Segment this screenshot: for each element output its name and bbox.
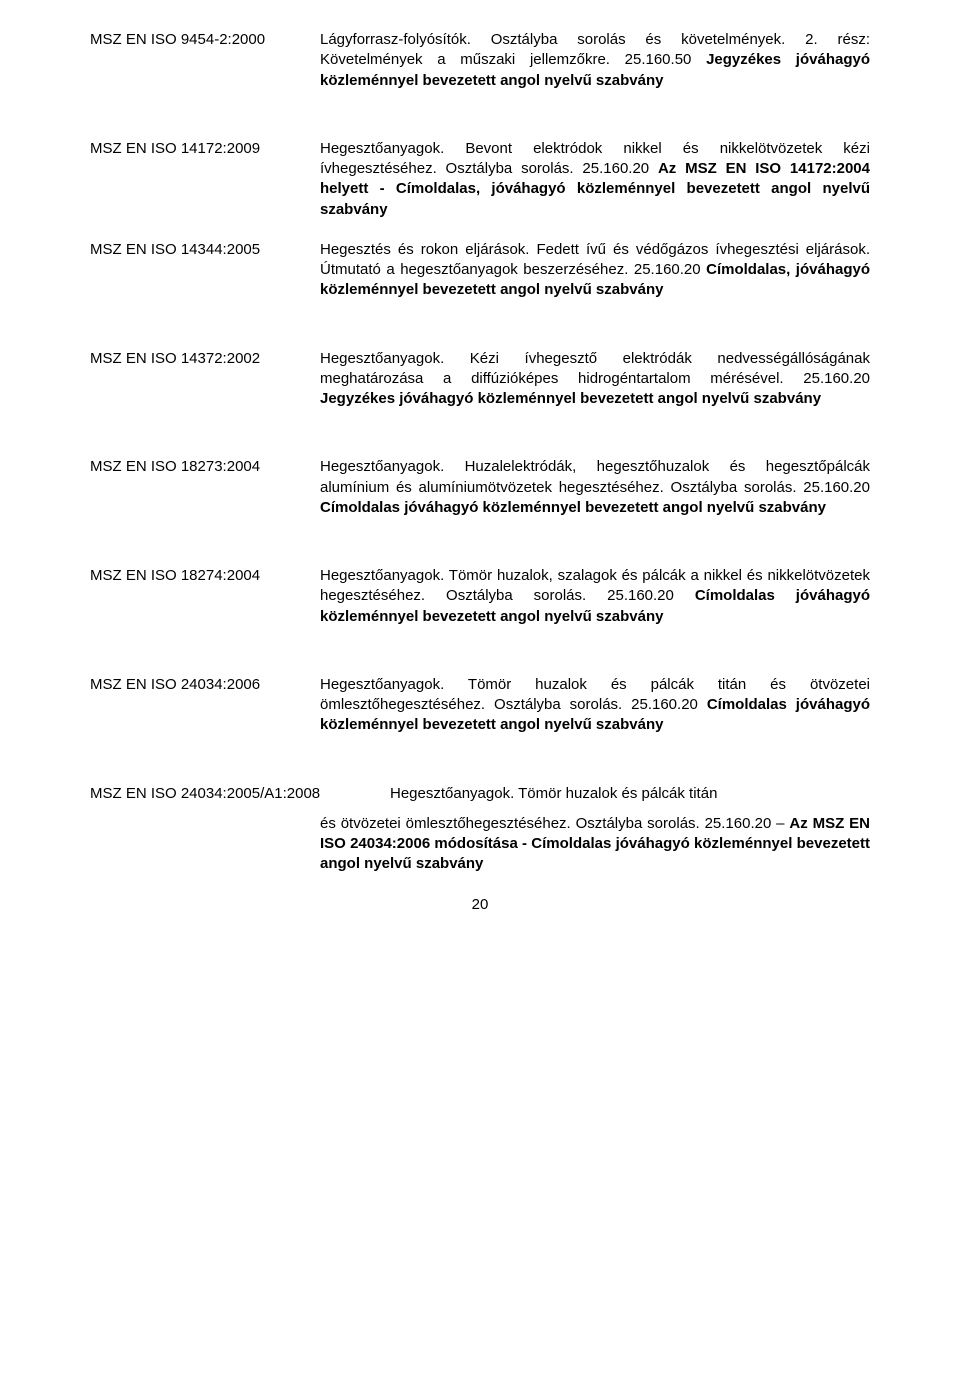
standard-entry: MSZ EN ISO 14172:2009 Hegesztőanyagok. B… <box>90 139 870 220</box>
description-text: Hegesztőanyagok. Kézi ívhegesztő elektró… <box>320 350 870 387</box>
standard-code: MSZ EN ISO 9454-2:2000 <box>90 30 320 91</box>
standard-code: MSZ EN ISO 24034:2005/A1:2008 <box>90 784 390 804</box>
standard-entry: MSZ EN ISO 9454-2:2000 Lágyforrasz-folyó… <box>90 30 870 91</box>
standard-description: Lágyforrasz-folyósítók. Osztályba sorolá… <box>320 30 870 91</box>
standard-entry: MSZ EN ISO 24034:2005/A1:2008 Hegesztőan… <box>90 784 870 804</box>
standard-description: Hegesztőanyagok. Tömör huzalok, szalagok… <box>320 566 870 627</box>
standard-code: MSZ EN ISO 14372:2002 <box>90 349 320 410</box>
standard-description: Hegesztőanyagok. Bevont elektródok nikke… <box>320 139 870 220</box>
standard-code: MSZ EN ISO 18273:2004 <box>90 457 320 518</box>
standard-description-continued: és ötvözetei ömlesztőhegesztéséhez. Oszt… <box>320 814 870 875</box>
standard-description: Hegesztőanyagok. Kézi ívhegesztő elektró… <box>320 349 870 410</box>
standard-code: MSZ EN ISO 14172:2009 <box>90 139 320 220</box>
standard-entry: MSZ EN ISO 14372:2002 Hegesztőanyagok. K… <box>90 349 870 410</box>
standard-code: MSZ EN ISO 14344:2005 <box>90 240 320 301</box>
description-bold: Jegyzékes jóváhagyó közleménnyel bevezet… <box>320 390 821 407</box>
description-text: Hegesztőanyagok. Tömör huzalok és pálcák… <box>390 785 717 802</box>
standard-entry: MSZ EN ISO 18274:2004 Hegesztőanyagok. T… <box>90 566 870 627</box>
description-text: és ötvözetei ömlesztőhegesztéséhez. Oszt… <box>320 815 789 832</box>
description-bold: Címoldalas jóváhagyó közleménnyel beveze… <box>320 499 826 516</box>
standard-description: Hegesztőanyagok. Tömör huzalok és pálcák… <box>320 675 870 736</box>
standard-entry: MSZ EN ISO 14344:2005 Hegesztés és rokon… <box>90 240 870 301</box>
page-number: 20 <box>90 895 870 915</box>
standard-description: Hegesztés és rokon eljárások. Fedett ívű… <box>320 240 870 301</box>
standard-code: MSZ EN ISO 18274:2004 <box>90 566 320 627</box>
description-text: Hegesztőanyagok. Huzalelektródák, hegesz… <box>320 458 870 495</box>
standard-description: Hegesztőanyagok. Tömör huzalok és pálcák… <box>390 784 870 804</box>
standard-entry: MSZ EN ISO 18273:2004 Hegesztőanyagok. H… <box>90 457 870 518</box>
standard-entry: MSZ EN ISO 24034:2006 Hegesztőanyagok. T… <box>90 675 870 736</box>
standard-description: Hegesztőanyagok. Huzalelektródák, hegesz… <box>320 457 870 518</box>
standard-code: MSZ EN ISO 24034:2006 <box>90 675 320 736</box>
